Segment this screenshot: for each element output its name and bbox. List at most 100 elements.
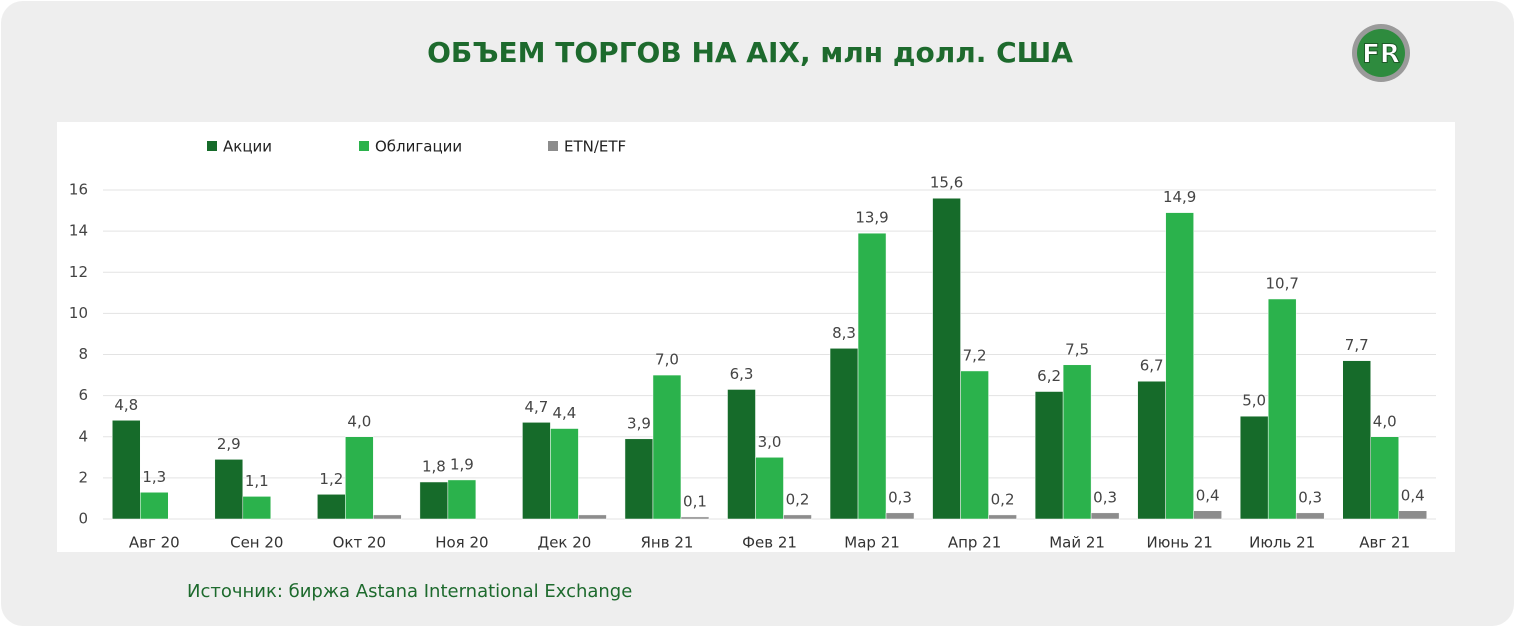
bar (112, 420, 141, 520)
bar (317, 494, 346, 520)
bar (829, 348, 859, 520)
bar (727, 389, 756, 520)
legend-label: Облигации (375, 138, 462, 156)
y-tick-label: 12 (69, 263, 88, 281)
bar (1062, 364, 1092, 520)
x-tick-label: Авг 21 (1359, 534, 1410, 552)
bar (140, 492, 169, 520)
legend-swatch (359, 141, 369, 151)
data-label: 3,9 (627, 414, 651, 432)
legend-label: Акции (223, 138, 272, 156)
data-label: 2,9 (217, 435, 241, 453)
data-label: 4,7 (524, 398, 548, 416)
bar (783, 514, 812, 520)
x-tick-label: Окт 20 (333, 534, 386, 552)
bar (1193, 510, 1222, 520)
bar (1342, 360, 1371, 520)
bar (550, 428, 579, 520)
y-tick-label: 10 (69, 304, 88, 322)
chart-title: ОБЪЕМ ТОРГОВ НА AIX, млн долл. США (427, 36, 1073, 69)
data-label: 6,3 (730, 365, 754, 383)
x-tick-label: Сен 20 (230, 534, 283, 552)
data-label: 0,4 (1401, 486, 1425, 504)
data-label: 1,9 (450, 455, 474, 473)
x-tick-label: Фев 21 (742, 534, 797, 552)
x-tick-label: Дек 20 (537, 534, 591, 552)
y-tick-label: 0 (78, 510, 88, 528)
data-label: 1,2 (319, 470, 343, 488)
data-label: 15,6 (930, 174, 963, 192)
data-label: 0,3 (1093, 488, 1117, 506)
data-label: 7,7 (1345, 336, 1369, 354)
data-label: 5,0 (1242, 392, 1266, 410)
bar (1370, 436, 1399, 520)
bar (522, 422, 551, 520)
x-tick-label: Апр 21 (948, 534, 1001, 552)
bar (1165, 212, 1194, 520)
data-label: 7,2 (963, 346, 987, 364)
bar (960, 370, 989, 520)
data-label: 14,9 (1163, 188, 1196, 206)
data-label: 7,0 (655, 351, 679, 369)
bar (447, 479, 477, 520)
x-tick-label: Янв 21 (640, 534, 693, 552)
bar (1295, 512, 1325, 520)
bar (214, 459, 244, 520)
bar (1090, 512, 1120, 520)
x-tick-label: Июль 21 (1249, 534, 1315, 552)
bar (755, 457, 784, 520)
bar (345, 436, 374, 520)
x-tick-label: Авг 20 (129, 534, 180, 552)
data-label: 4,0 (1373, 412, 1397, 430)
bar (419, 481, 449, 520)
data-label: 10,7 (1265, 274, 1298, 292)
data-label: 13,9 (855, 209, 888, 227)
data-label: 7,5 (1065, 340, 1089, 358)
bar (1239, 415, 1269, 520)
bar (652, 374, 682, 520)
data-label: 6,7 (1140, 357, 1164, 375)
data-label: 0,2 (991, 490, 1015, 508)
x-tick-label: Мар 21 (844, 534, 900, 552)
data-label: 1,8 (422, 457, 446, 475)
x-tick-label: Ноя 20 (435, 534, 488, 552)
data-label: 0,3 (888, 488, 912, 506)
legend-swatch (207, 141, 217, 151)
data-label: 4,0 (347, 412, 371, 430)
y-tick-label: 8 (78, 345, 88, 363)
bar (624, 438, 654, 520)
logo-text: FR (1362, 40, 1400, 70)
bar (1267, 298, 1297, 520)
bar (242, 496, 272, 520)
x-tick-label: Июнь 21 (1146, 534, 1212, 552)
bar (988, 514, 1017, 520)
logo: FR (1352, 24, 1410, 82)
data-label: 0,4 (1196, 486, 1220, 504)
data-label: 0,3 (1298, 488, 1322, 506)
data-label: 1,1 (245, 472, 269, 490)
bar (373, 514, 402, 520)
data-label: 1,3 (142, 468, 166, 486)
bar (932, 197, 961, 520)
y-tick-label: 4 (78, 427, 88, 445)
legend-swatch (548, 141, 558, 151)
data-label: 8,3 (832, 324, 856, 342)
y-tick-label: 16 (69, 181, 88, 199)
bar (1398, 510, 1427, 520)
data-label: 6,2 (1037, 367, 1061, 385)
bar (680, 516, 710, 520)
bar (578, 514, 607, 520)
bar (1034, 391, 1064, 520)
data-label: 3,0 (758, 433, 782, 451)
y-tick-label: 14 (69, 222, 88, 240)
bar (885, 512, 915, 520)
source: Источник: биржа Astana International Exc… (187, 581, 632, 602)
data-label: 4,8 (114, 396, 138, 414)
data-label: 0,2 (786, 490, 810, 508)
y-tick-label: 2 (78, 468, 88, 486)
y-tick-label: 6 (78, 386, 88, 404)
data-label: 0,1 (683, 492, 707, 510)
legend-label: ETN/ETF (564, 138, 626, 156)
bar (857, 232, 887, 520)
